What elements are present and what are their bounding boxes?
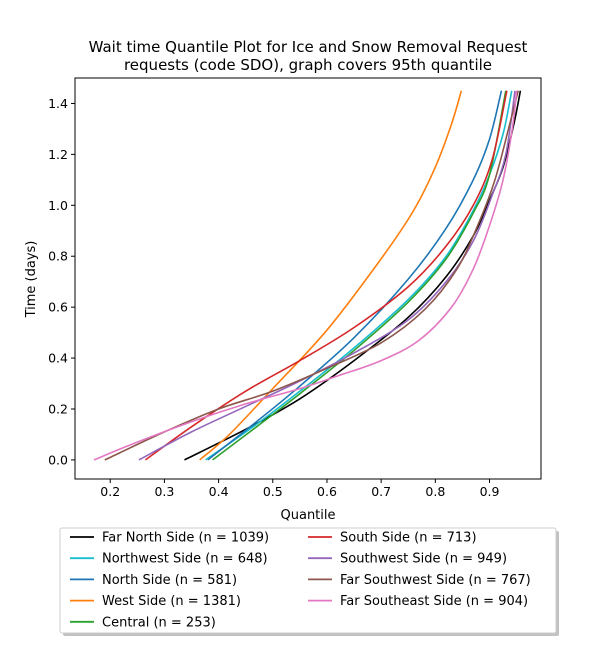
x-tick-label-6: 0.8 xyxy=(425,484,445,499)
x-tick-label-4: 0.6 xyxy=(317,484,337,499)
plot-frame xyxy=(74,77,542,480)
y-tick-label-6: 1.2 xyxy=(48,147,68,162)
x-tick-label-7: 0.9 xyxy=(480,484,500,499)
legend-label-2: North Side (n = 581) xyxy=(102,573,237,588)
series-line-3 xyxy=(199,90,463,461)
legend-label-4: Central (n = 253) xyxy=(102,615,216,630)
x-tick-label-0: 0.2 xyxy=(100,484,120,499)
series-line-7 xyxy=(104,90,520,461)
legend: Far North Side (n = 1039) Northwest Side … xyxy=(59,527,559,636)
legend-label-8: Far Southeast Side (n = 904) xyxy=(340,594,528,609)
y-tick-label-0: 0.0 xyxy=(48,452,68,467)
legend-box xyxy=(59,527,557,634)
legend-label-5: South Side (n = 713) xyxy=(340,531,477,546)
x-tick-label-2: 0.4 xyxy=(209,484,229,499)
y-tick-label-2: 0.4 xyxy=(48,351,68,366)
series-line-6 xyxy=(138,90,516,461)
series-line-1 xyxy=(205,90,513,461)
series-line-4 xyxy=(212,90,507,461)
y-tick-label-1: 0.2 xyxy=(48,401,68,416)
plot-area: 0.2 0.3 0.4 0.5 0.6 0.7 0.8 0.9 0.0 0.2 0.4 0.6 0.8 1… xyxy=(48,90,522,499)
y-tick-label-3: 0.6 xyxy=(48,300,68,315)
series-line-2 xyxy=(207,90,503,461)
y-tick-label-5: 1.0 xyxy=(48,198,68,213)
x-axis-label: Quantile xyxy=(281,508,336,523)
y-tick-label-4: 0.8 xyxy=(48,249,68,264)
legend-label-7: Far Southwest Side (n = 767) xyxy=(340,573,531,588)
x-tick-label-1: 0.3 xyxy=(154,484,174,499)
chart-title-line-2: requests (code SDO), graph covers 95th q… xyxy=(124,56,492,74)
x-tick-label-3: 0.5 xyxy=(263,484,283,499)
legend-label-1: Northwest Side (n = 648) xyxy=(102,552,268,567)
series-line-8 xyxy=(93,90,518,461)
y-tick-label-7: 1.4 xyxy=(48,96,68,111)
legend-label-6: Southwest Side (n = 949) xyxy=(340,552,507,567)
x-tick-label-5: 0.7 xyxy=(371,484,391,499)
chart-title-line-1: Wait time Quantile Plot for Ice and Snow… xyxy=(89,38,528,56)
legend-label-3: West Side (n = 1381) xyxy=(102,594,241,609)
y-axis-label: Time (days) xyxy=(24,241,39,319)
legend-label-0: Far North Side (n = 1039) xyxy=(102,531,269,546)
